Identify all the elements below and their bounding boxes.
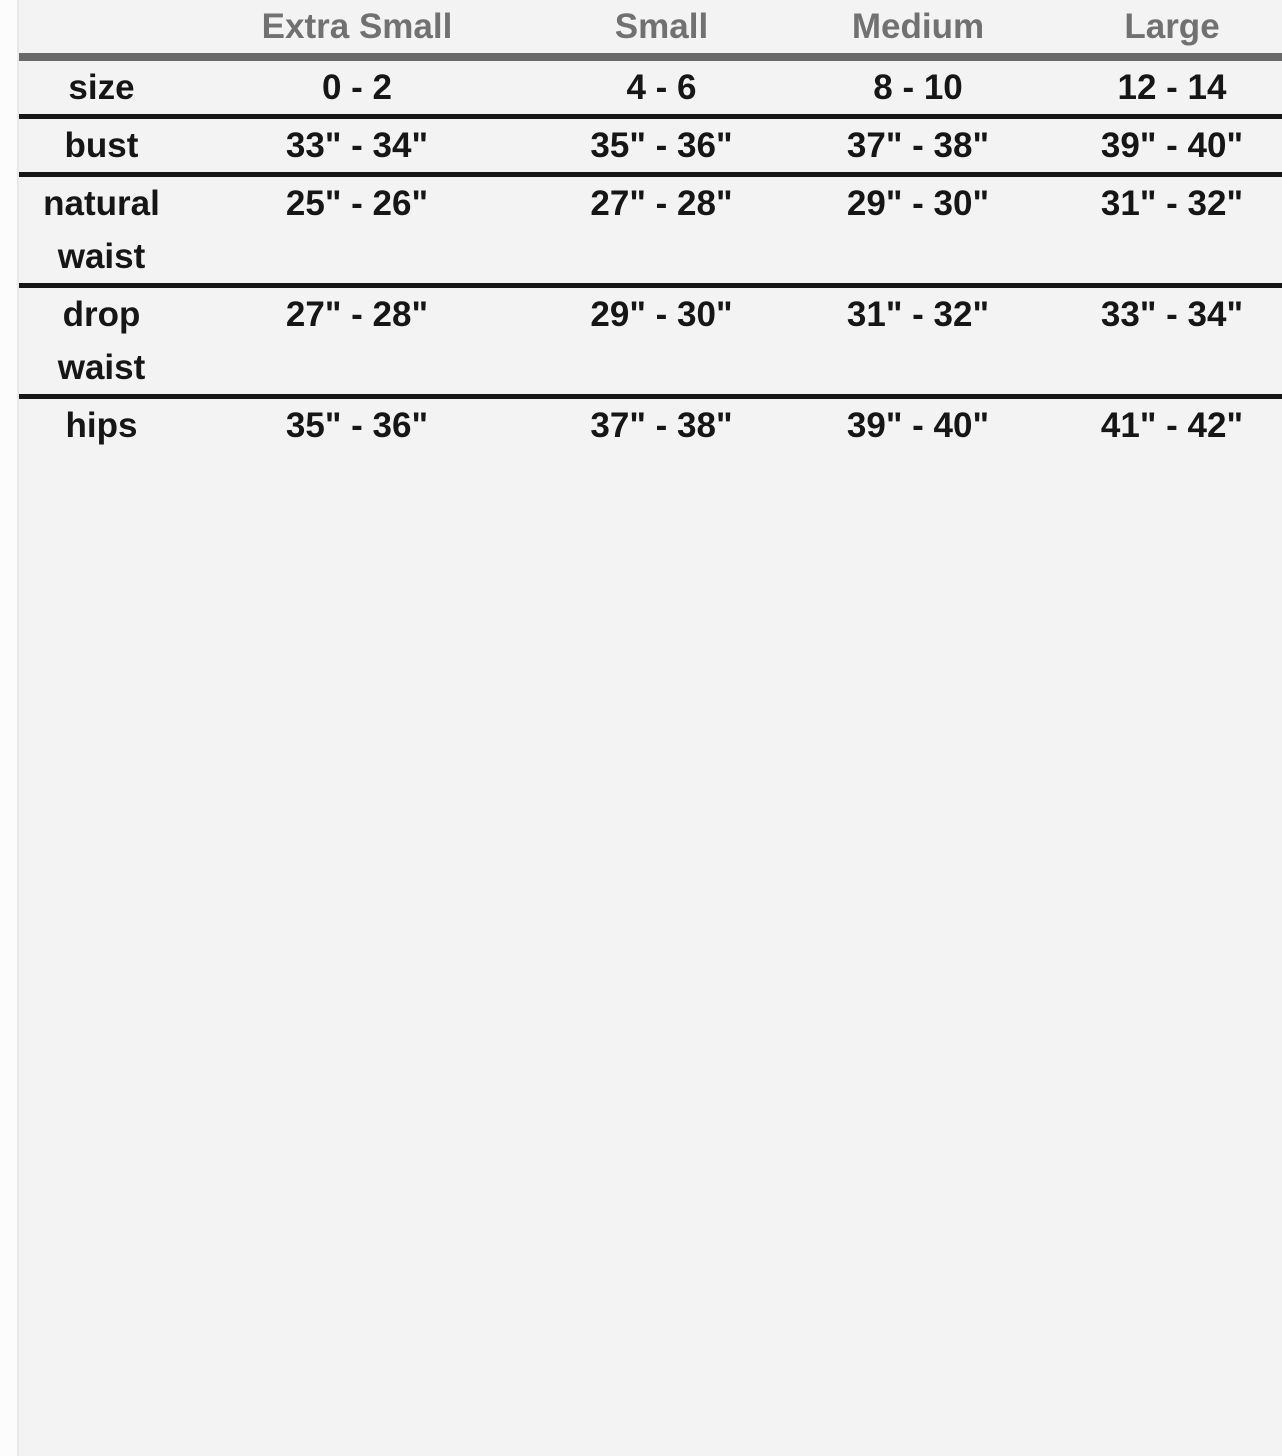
left-gutter: [0, 0, 19, 1456]
size-value-cell: 29" - 30": [846, 184, 990, 223]
size-value-cell: 12 - 14: [1117, 68, 1227, 107]
size-value-cell: 39" - 40": [1100, 126, 1244, 165]
row-label: bust: [64, 126, 139, 165]
size-value-cell: 35" - 36": [590, 126, 733, 165]
size-value-cell: 27" - 28": [590, 184, 733, 223]
size-chart-container: Extra Small Small Medium Large size 0 - …: [19, 0, 1282, 1456]
table-row-natural-waist: natural waist 25" - 26" 27" - 28" 29" - …: [19, 175, 1282, 286]
column-header-small: Small: [614, 7, 709, 46]
header-row: Extra Small Small Medium Large: [19, 0, 1282, 57]
table-row-drop-waist: drop waist 27" - 28" 29" - 30" 31" - 32"…: [19, 286, 1282, 397]
size-value-cell: 33" - 34": [285, 126, 429, 165]
corner-cell: [19, 0, 184, 57]
table-row-size: size 0 - 2 4 - 6 8 - 10 12 - 14: [19, 57, 1282, 117]
row-label: drop waist: [57, 295, 146, 387]
size-value-cell: 31" - 32": [846, 295, 990, 334]
size-value-cell: 37" - 38": [590, 406, 733, 445]
size-value-cell: 35" - 36": [285, 406, 429, 445]
size-value-cell: 4 - 6: [626, 68, 697, 107]
size-chart-table: Extra Small Small Medium Large size 0 - …: [19, 0, 1282, 452]
column-header-extra-small: Extra Small: [261, 7, 453, 46]
row-label: hips: [65, 406, 138, 445]
row-label: natural waist: [43, 184, 160, 276]
size-value-cell: 31" - 32": [1100, 184, 1244, 223]
table-row-hips: hips 35" - 36" 37" - 38" 39" - 40" 41" -…: [19, 397, 1282, 453]
size-value-cell: 33" - 34": [1100, 295, 1244, 334]
size-value-cell: 37" - 38": [846, 126, 990, 165]
size-value-cell: 25" - 26": [285, 184, 429, 223]
column-header-medium: Medium: [851, 7, 985, 46]
size-value-cell: 27" - 28": [285, 295, 429, 334]
size-value-cell: 0 - 2: [321, 68, 393, 107]
row-label: size: [68, 68, 135, 107]
size-value-cell: 39" - 40": [846, 406, 990, 445]
size-value-cell: 29" - 30": [590, 295, 733, 334]
column-header-large: Large: [1124, 7, 1220, 46]
size-value-cell: 8 - 10: [873, 68, 963, 107]
size-value-cell: 41" - 42": [1100, 406, 1244, 445]
table-row-bust: bust 33" - 34" 35" - 36" 37" - 38" 39" -…: [19, 117, 1282, 175]
